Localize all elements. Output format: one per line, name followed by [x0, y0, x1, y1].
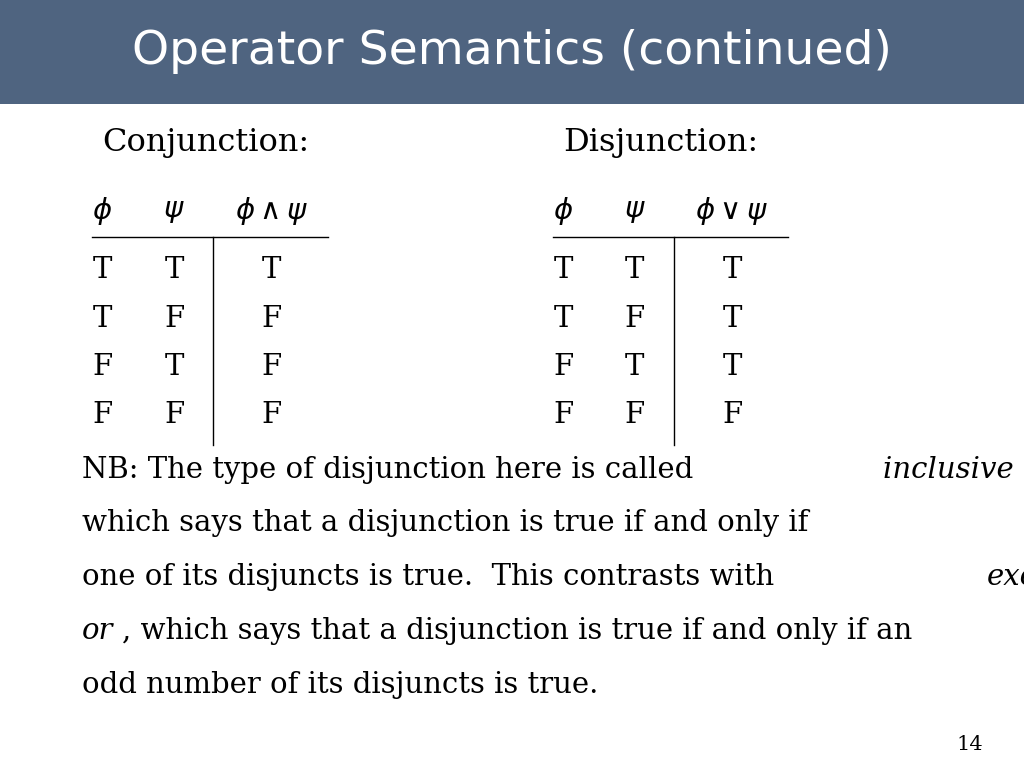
Text: $\phi$: $\phi$	[553, 195, 573, 227]
Text: F: F	[553, 402, 573, 429]
Text: one of its disjuncts is true.  This contrasts with: one of its disjuncts is true. This contr…	[82, 563, 783, 591]
Text: F: F	[92, 353, 113, 381]
Text: F: F	[553, 353, 573, 381]
Text: T: T	[554, 257, 572, 284]
Text: T: T	[723, 257, 741, 284]
Text: T: T	[626, 353, 644, 381]
Text: Disjunction:: Disjunction:	[563, 127, 759, 157]
Text: $\phi \vee \psi$: $\phi \vee \psi$	[695, 195, 769, 227]
Text: F: F	[625, 305, 645, 333]
Bar	[0, 0, 1024, 104]
Text: NB: The type of disjunction here is called: NB: The type of disjunction here is call…	[82, 455, 702, 484]
Text: T: T	[93, 305, 112, 333]
Text: T: T	[626, 257, 644, 284]
Text: T: T	[262, 257, 281, 284]
Text: which says that a disjunction is true if and only if: which says that a disjunction is true if…	[82, 509, 817, 538]
Text: Conjunction:: Conjunction:	[102, 127, 309, 157]
Text: F: F	[722, 402, 742, 429]
Text: $\psi$: $\psi$	[624, 197, 646, 225]
Text: T: T	[93, 257, 112, 284]
Text: $\phi$: $\phi$	[92, 195, 113, 227]
Text: exclusive: exclusive	[987, 563, 1024, 591]
Text: F: F	[261, 305, 282, 333]
Text: T: T	[554, 305, 572, 333]
Text: F: F	[164, 402, 184, 429]
Text: $\psi$: $\psi$	[163, 197, 185, 225]
Text: F: F	[164, 305, 184, 333]
Text: inclusive or: inclusive or	[883, 455, 1024, 484]
Text: or: or	[82, 617, 114, 645]
Text: T: T	[165, 353, 183, 381]
Text: $\phi \wedge \psi$: $\phi \wedge \psi$	[234, 195, 308, 227]
Text: odd number of its disjuncts is true.: odd number of its disjuncts is true.	[82, 670, 598, 699]
Text: T: T	[165, 257, 183, 284]
Text: 14: 14	[956, 735, 983, 754]
Text: T: T	[723, 305, 741, 333]
Text: , which says that a disjunction is true if and only if an: , which says that a disjunction is true …	[123, 617, 912, 645]
Text: T: T	[723, 353, 741, 381]
Text: F: F	[625, 402, 645, 429]
Text: F: F	[261, 353, 282, 381]
Text: F: F	[261, 402, 282, 429]
Text: Operator Semantics (continued): Operator Semantics (continued)	[132, 29, 892, 74]
Text: F: F	[92, 402, 113, 429]
